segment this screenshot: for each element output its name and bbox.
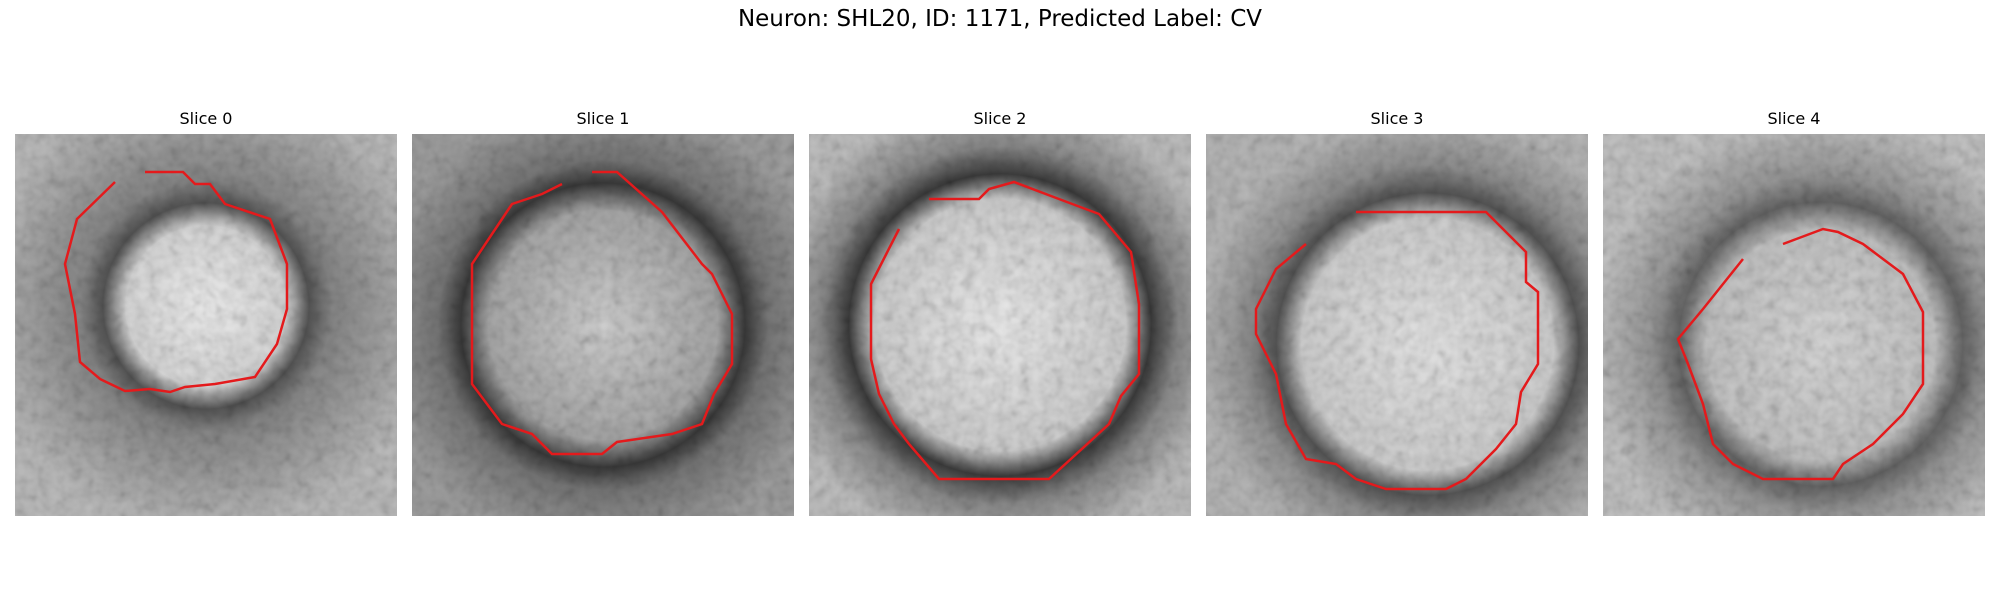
- slice-image-4: [1603, 134, 1985, 516]
- slice-title-1: Slice 1: [576, 109, 630, 128]
- slice-panel-2: Slice 2: [809, 108, 1191, 516]
- contour-4: [1676, 227, 1925, 481]
- slice-panel-0: Slice 0: [15, 108, 397, 516]
- slice-title-4: Slice 4: [1767, 109, 1821, 128]
- slice-image-1: [412, 134, 794, 516]
- slice-title-3: Slice 3: [1370, 109, 1424, 128]
- slice-panel-3: Slice 3: [1206, 108, 1588, 516]
- figure-title: Neuron: SHL20, ID: 1171, Predicted Label…: [737, 6, 1263, 32]
- slice-image-3: [1206, 134, 1588, 516]
- slice-title-2: Slice 2: [973, 109, 1027, 128]
- contour-0: [63, 170, 289, 394]
- slice-image-2: [809, 134, 1191, 516]
- slice-panel-1: Slice 1: [412, 108, 794, 516]
- slice-panel-4: Slice 4: [1603, 108, 1985, 516]
- slice-title-0: Slice 0: [179, 109, 233, 128]
- contour-1: [470, 170, 734, 456]
- slice-image-0: [15, 134, 397, 516]
- contour-2: [869, 180, 1141, 481]
- contour-3: [1254, 210, 1540, 491]
